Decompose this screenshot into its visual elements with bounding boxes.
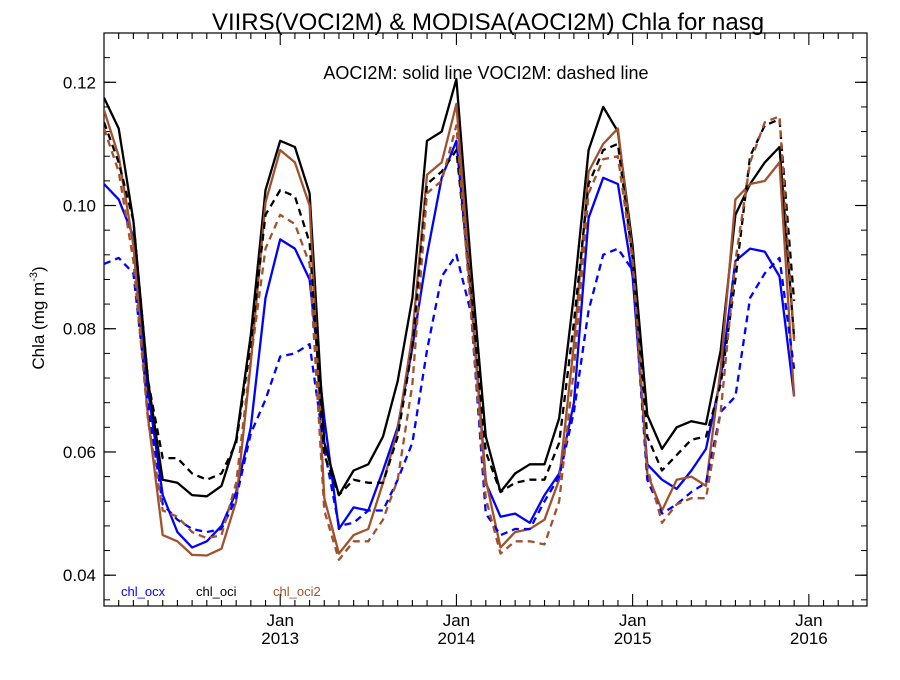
y-tick-label: 0.10	[63, 197, 96, 216]
series-line-chl-oci2-dashed	[104, 115, 796, 561]
plot-area: 0.040.060.080.100.12 Jan2013Jan2014Jan20…	[63, 32, 868, 648]
x-tick-label-month: Jan	[619, 611, 646, 630]
y-axis-label-main: Chla (mg m	[29, 282, 48, 370]
y-tick-label: 0.08	[63, 320, 96, 339]
legend-item-chl-ocx: chl_ocx	[121, 584, 166, 599]
y-tick-label: 0.04	[63, 566, 96, 585]
series-line-chl-oci-dashed	[104, 118, 796, 497]
x-tick-label-month: Jan	[267, 611, 294, 630]
legend-item-chl-oci2: chl_oci2	[273, 584, 321, 599]
annotation-text: AOCI2M: solid line VOCI2M: dashed line	[323, 63, 648, 83]
y-axis: 0.04 0.06 0.08 0.10 0.12	[63, 57, 867, 601]
y-axis-label-sup: -3	[28, 272, 40, 282]
x-tick-label-year: 2013	[261, 629, 299, 648]
series-group	[104, 78, 796, 561]
series-line-chl-ocx-solid	[104, 139, 796, 549]
x-tick-label-year: 2015	[614, 629, 652, 648]
x-tick-label-year: 2014	[438, 629, 476, 648]
y-axis-label: Chla (mg m-3)	[28, 266, 48, 369]
y-tick-label: 0.06	[63, 443, 96, 462]
x-tick-label-month: Jan	[795, 611, 822, 630]
y-tick-label: 0.12	[63, 73, 96, 92]
series-line-chl-ocx-dashed	[104, 247, 796, 537]
legend: chl_ocx chl_oci chl_oci2	[121, 584, 321, 599]
y-axis-label-end: )	[29, 266, 48, 272]
x-tick-label-month: Jan	[443, 611, 470, 630]
series-line-chl-oci2-solid	[104, 102, 796, 557]
x-tick-label-year: 2016	[790, 629, 828, 648]
series-line-chl-oci-solid	[104, 78, 796, 498]
chart-title: VIIRS(VOCI2M) & MODISA(AOCI2M) Chla for …	[212, 9, 764, 36]
plot-frame	[103, 32, 868, 607]
legend-item-chl-oci: chl_oci	[196, 584, 237, 599]
